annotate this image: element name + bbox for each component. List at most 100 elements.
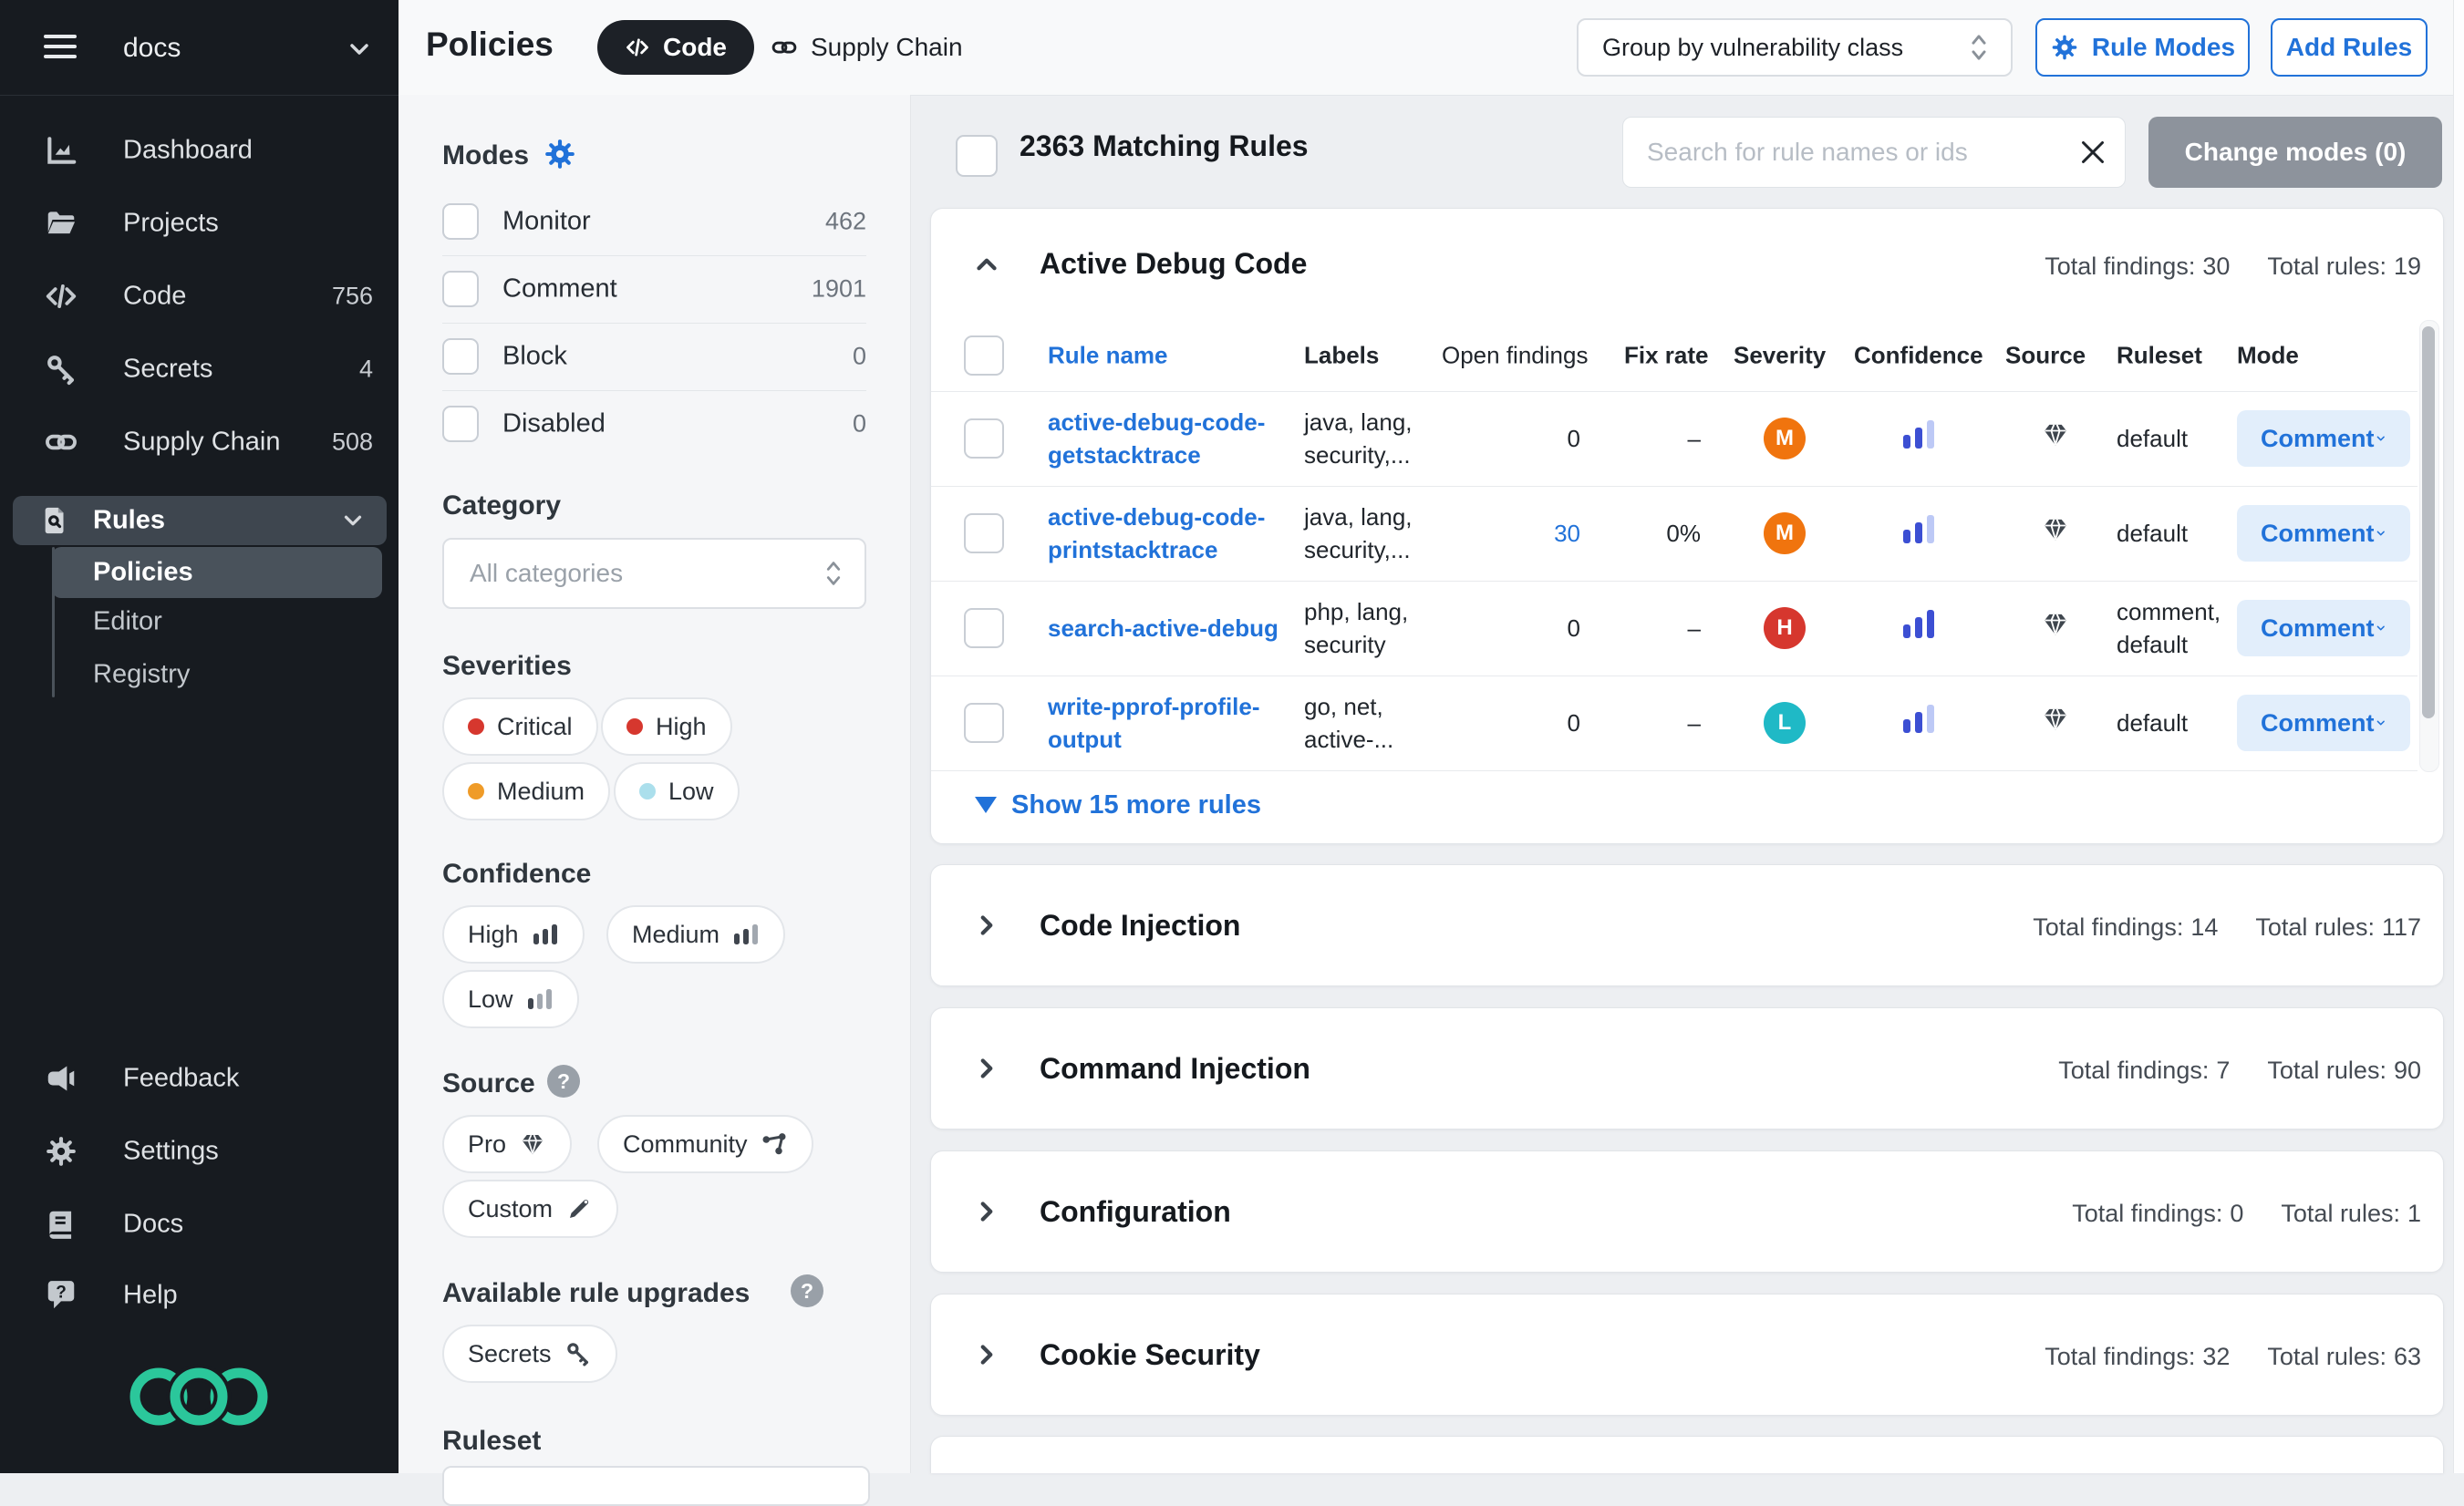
sidebar-item-feedback[interactable]: Feedback xyxy=(0,1042,399,1115)
sidebar-item-label: Secrets xyxy=(123,354,213,384)
rule-group-code-injection[interactable]: Code Injection Total findings: 14 Total r… xyxy=(930,864,2444,986)
button-label: Rule Modes xyxy=(2091,33,2236,61)
gear-icon[interactable] xyxy=(543,137,577,171)
group-totals: Total findings: 0 Total rules: 1 xyxy=(2072,1200,2421,1227)
table-scrollbar-thumb[interactable] xyxy=(2422,326,2435,718)
rule-name-link[interactable]: search-active-debug xyxy=(1048,614,1279,642)
sidebar-item-secrets[interactable]: Secrets 4 xyxy=(0,333,399,406)
checkbox[interactable] xyxy=(442,406,479,442)
sidebar-item-rules[interactable]: Rules xyxy=(13,496,387,545)
open-findings: 0 xyxy=(1567,425,1580,452)
tab-supply-chain[interactable]: Supply Chain xyxy=(771,20,963,75)
rule-name-link[interactable]: write-pprof-profile-output xyxy=(1048,693,1260,753)
sidebar-item-registry[interactable]: Registry xyxy=(52,649,380,700)
page-scrollbar[interactable] xyxy=(2453,0,2464,1473)
hamburger-menu-icon[interactable] xyxy=(44,35,77,58)
sidebar-item-code[interactable]: Code 756 xyxy=(0,260,399,333)
help-circle-icon[interactable]: ? xyxy=(791,1274,823,1307)
help-circle-icon[interactable]: ? xyxy=(547,1065,580,1098)
sidebar-item-projects[interactable]: Projects xyxy=(0,187,399,260)
gear-icon xyxy=(47,1137,76,1166)
mode-dropdown[interactable]: Comment xyxy=(2237,410,2410,467)
category-select[interactable]: All categories xyxy=(442,538,866,609)
confidence-chip-medium[interactable]: Medium xyxy=(606,905,786,964)
chevron-down-icon xyxy=(344,515,362,526)
pro-gem-icon xyxy=(2045,614,2066,635)
close-icon[interactable] xyxy=(2076,136,2109,169)
row-checkbox[interactable] xyxy=(964,513,1004,553)
org-selector-label[interactable]: docs xyxy=(123,33,181,63)
confidence-chip-high[interactable]: High xyxy=(442,905,585,964)
sidebar-item-dashboard[interactable]: Dashboard xyxy=(0,114,399,187)
column-header: Severity xyxy=(1734,341,1827,369)
mode-label: Comment xyxy=(2261,424,2375,452)
chevron-down-icon[interactable] xyxy=(345,35,374,64)
severity-chip-low[interactable]: Low xyxy=(614,762,740,820)
checkbox[interactable] xyxy=(442,338,479,375)
checkbox[interactable] xyxy=(442,203,479,240)
chevron-right-icon[interactable] xyxy=(971,1339,1002,1370)
category-placeholder: All categories xyxy=(470,559,624,587)
group-header[interactable]: Active Debug Code Total findings: 30 Tota… xyxy=(931,209,2443,320)
search-input[interactable] xyxy=(1622,117,2126,188)
chevron-right-icon[interactable] xyxy=(971,1053,1002,1084)
group-by-select[interactable]: Group by vulnerability class xyxy=(1577,18,2013,77)
group-totals: Total findings: 14 Total rules: 117 xyxy=(2033,913,2421,941)
tab-code[interactable]: Code xyxy=(597,20,754,75)
sidebar-item-help[interactable]: ? Help xyxy=(0,1259,399,1332)
source-chip-custom[interactable]: Custom xyxy=(442,1180,619,1238)
sidebar-item-policies[interactable]: Policies xyxy=(52,547,382,598)
community-icon xyxy=(762,1133,786,1155)
rule-name-link[interactable]: active-debug-code-printstacktrace xyxy=(1048,503,1266,563)
mode-dropdown[interactable]: Comment xyxy=(2237,600,2410,656)
rule-name-link[interactable]: active-debug-code-getstacktrace xyxy=(1048,408,1266,469)
source-heading: Source xyxy=(442,1068,535,1099)
add-rules-button[interactable]: Add Rules xyxy=(2271,18,2428,77)
severity-badge: H xyxy=(1764,607,1806,649)
sidebar-item-docs[interactable]: Docs xyxy=(0,1188,399,1261)
column-header: Ruleset xyxy=(2117,341,2202,369)
checkbox[interactable] xyxy=(442,271,479,307)
rule-group-configuration[interactable]: Configuration Total findings: 0 Total rul… xyxy=(930,1150,2444,1273)
sidebar-item-count: 508 xyxy=(331,428,373,456)
chevron-up-icon[interactable] xyxy=(971,249,1002,280)
dashboard-icon xyxy=(47,137,77,164)
sidebar-item-editor[interactable]: Editor xyxy=(52,596,380,647)
fix-rate: 0% xyxy=(1666,520,1701,547)
show-more-rules-link[interactable]: Show 15 more rules xyxy=(975,789,1261,821)
sidebar-item-label: Registry xyxy=(93,659,191,689)
severity-chip-high[interactable]: High xyxy=(601,697,732,756)
row-checkbox[interactable] xyxy=(964,608,1004,648)
chevron-right-icon[interactable] xyxy=(971,910,1002,941)
upgrade-chip-secrets[interactable]: Secrets xyxy=(442,1325,617,1383)
mode-dropdown[interactable]: Comment xyxy=(2237,505,2410,562)
ruleset-input[interactable] xyxy=(442,1466,870,1506)
row-checkbox[interactable] xyxy=(964,418,1004,459)
chevron-right-icon[interactable] xyxy=(971,1196,1002,1227)
severity-chip-medium[interactable]: Medium xyxy=(442,762,611,820)
column-header: Source xyxy=(2005,341,2086,369)
sidebar-item-supply-chain[interactable]: Supply Chain 508 xyxy=(0,406,399,479)
select-all-checkbox[interactable] xyxy=(956,135,998,177)
rule-group-cookie-security[interactable]: Cookie Security Total findings: 32 Total … xyxy=(930,1294,2444,1416)
sidebar-item-count: 756 xyxy=(331,282,373,310)
confidence-chip-low[interactable]: Low xyxy=(442,970,579,1028)
severity-chip-critical[interactable]: Critical xyxy=(442,697,598,756)
key-icon xyxy=(47,356,74,386)
sidebar-item-settings[interactable]: Settings xyxy=(0,1115,399,1188)
source-chip-pro[interactable]: Pro xyxy=(442,1115,573,1173)
header-checkbox[interactable] xyxy=(964,335,1004,376)
mode-filter-monitor: Monitor 462 xyxy=(442,188,866,256)
chip-label: High xyxy=(468,920,519,948)
row-checkbox[interactable] xyxy=(964,703,1004,743)
table-row: write-pprof-profile-output go, net, acti… xyxy=(931,676,2417,771)
rule-modes-button[interactable]: Rule Modes xyxy=(2035,18,2250,77)
mode-dropdown[interactable]: Comment xyxy=(2237,695,2410,751)
table-scrollbar[interactable] xyxy=(2419,320,2439,772)
source-chip-community[interactable]: Community xyxy=(597,1115,813,1173)
rule-group-command-injection[interactable]: Command Injection Total findings: 7 Total… xyxy=(930,1007,2444,1130)
page-title: Policies xyxy=(426,26,554,63)
modes-heading: Modes xyxy=(442,140,530,170)
change-modes-button[interactable]: Change modes (0) xyxy=(2148,117,2442,188)
open-findings-link[interactable]: 30 xyxy=(1554,520,1580,547)
